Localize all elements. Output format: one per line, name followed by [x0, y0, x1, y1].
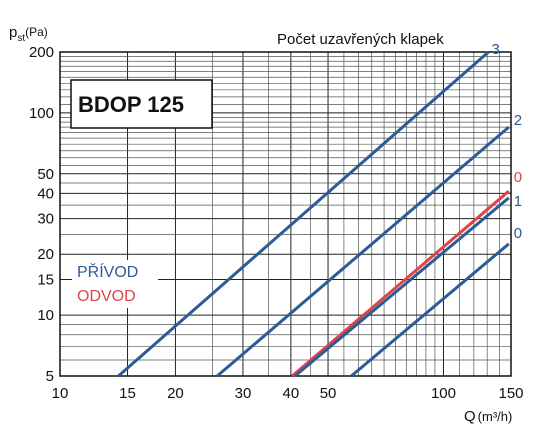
series-label: 1 [514, 193, 522, 210]
y-tick-label: 30 [37, 211, 54, 228]
y-tick-label: 200 [29, 44, 54, 61]
plot-frame [59, 51, 512, 377]
x-axis-label: Q (m³/h) [464, 408, 512, 425]
x-tick-label: 100 [431, 385, 456, 402]
y-tick-label: 15 [37, 272, 54, 289]
x-tick-label: 50 [320, 385, 337, 402]
x-tick-label: 15 [119, 385, 136, 402]
y-tick-label: 40 [37, 185, 54, 202]
series-label: 3 [491, 41, 499, 58]
series-line [117, 50, 490, 378]
y-tick-label: 5 [46, 368, 54, 385]
y-tick-label: 20 [37, 246, 54, 263]
x-axis-symbol: Q [464, 408, 476, 425]
series-lines [117, 50, 510, 378]
x-tick-label: 10 [52, 385, 69, 402]
x-axis-unit: (m³/h) [478, 409, 513, 424]
x-tick-labels: 10 15 20 30 40 50 100 150 [52, 385, 524, 402]
title-box: BDOP 125 [70, 79, 213, 129]
curve-labels: 3 2 0 1 0 [491, 41, 522, 242]
y-tick-labels: 5 10 15 20 30 40 50 100 200 [29, 44, 54, 385]
legend-item-odvod: ODVOD [77, 288, 136, 305]
series-label: 2 [514, 112, 522, 129]
legend: PŘÍVOD ODVOD [72, 260, 158, 308]
x-tick-label: 20 [167, 385, 184, 402]
legend-item-privod: PŘÍVOD [77, 262, 138, 281]
y-axis-label: pst(Pa) [9, 24, 48, 44]
x-tick-label: 150 [498, 385, 523, 402]
closed-dampers-caption: Počet uzavřených klapek [277, 31, 444, 48]
legend-background [72, 260, 158, 308]
series-line [294, 196, 510, 378]
series-line [291, 190, 510, 378]
y-tick-label: 100 [29, 105, 54, 122]
series-label: 0 [514, 169, 522, 186]
y-tick-label: 50 [37, 166, 54, 183]
chart-title: BDOP 125 [78, 92, 184, 117]
y-tick-label: 10 [37, 307, 54, 324]
title-box-frame [70, 79, 213, 129]
x-tick-label: 30 [235, 385, 252, 402]
series-label: 0 [514, 225, 522, 242]
y-axis-symbol: p [9, 24, 17, 41]
series-line [350, 242, 510, 378]
series-line [216, 126, 510, 378]
y-axis-subscript: st [17, 33, 25, 44]
x-tick-label: 40 [283, 385, 300, 402]
y-axis-unit: (Pa) [25, 25, 48, 39]
